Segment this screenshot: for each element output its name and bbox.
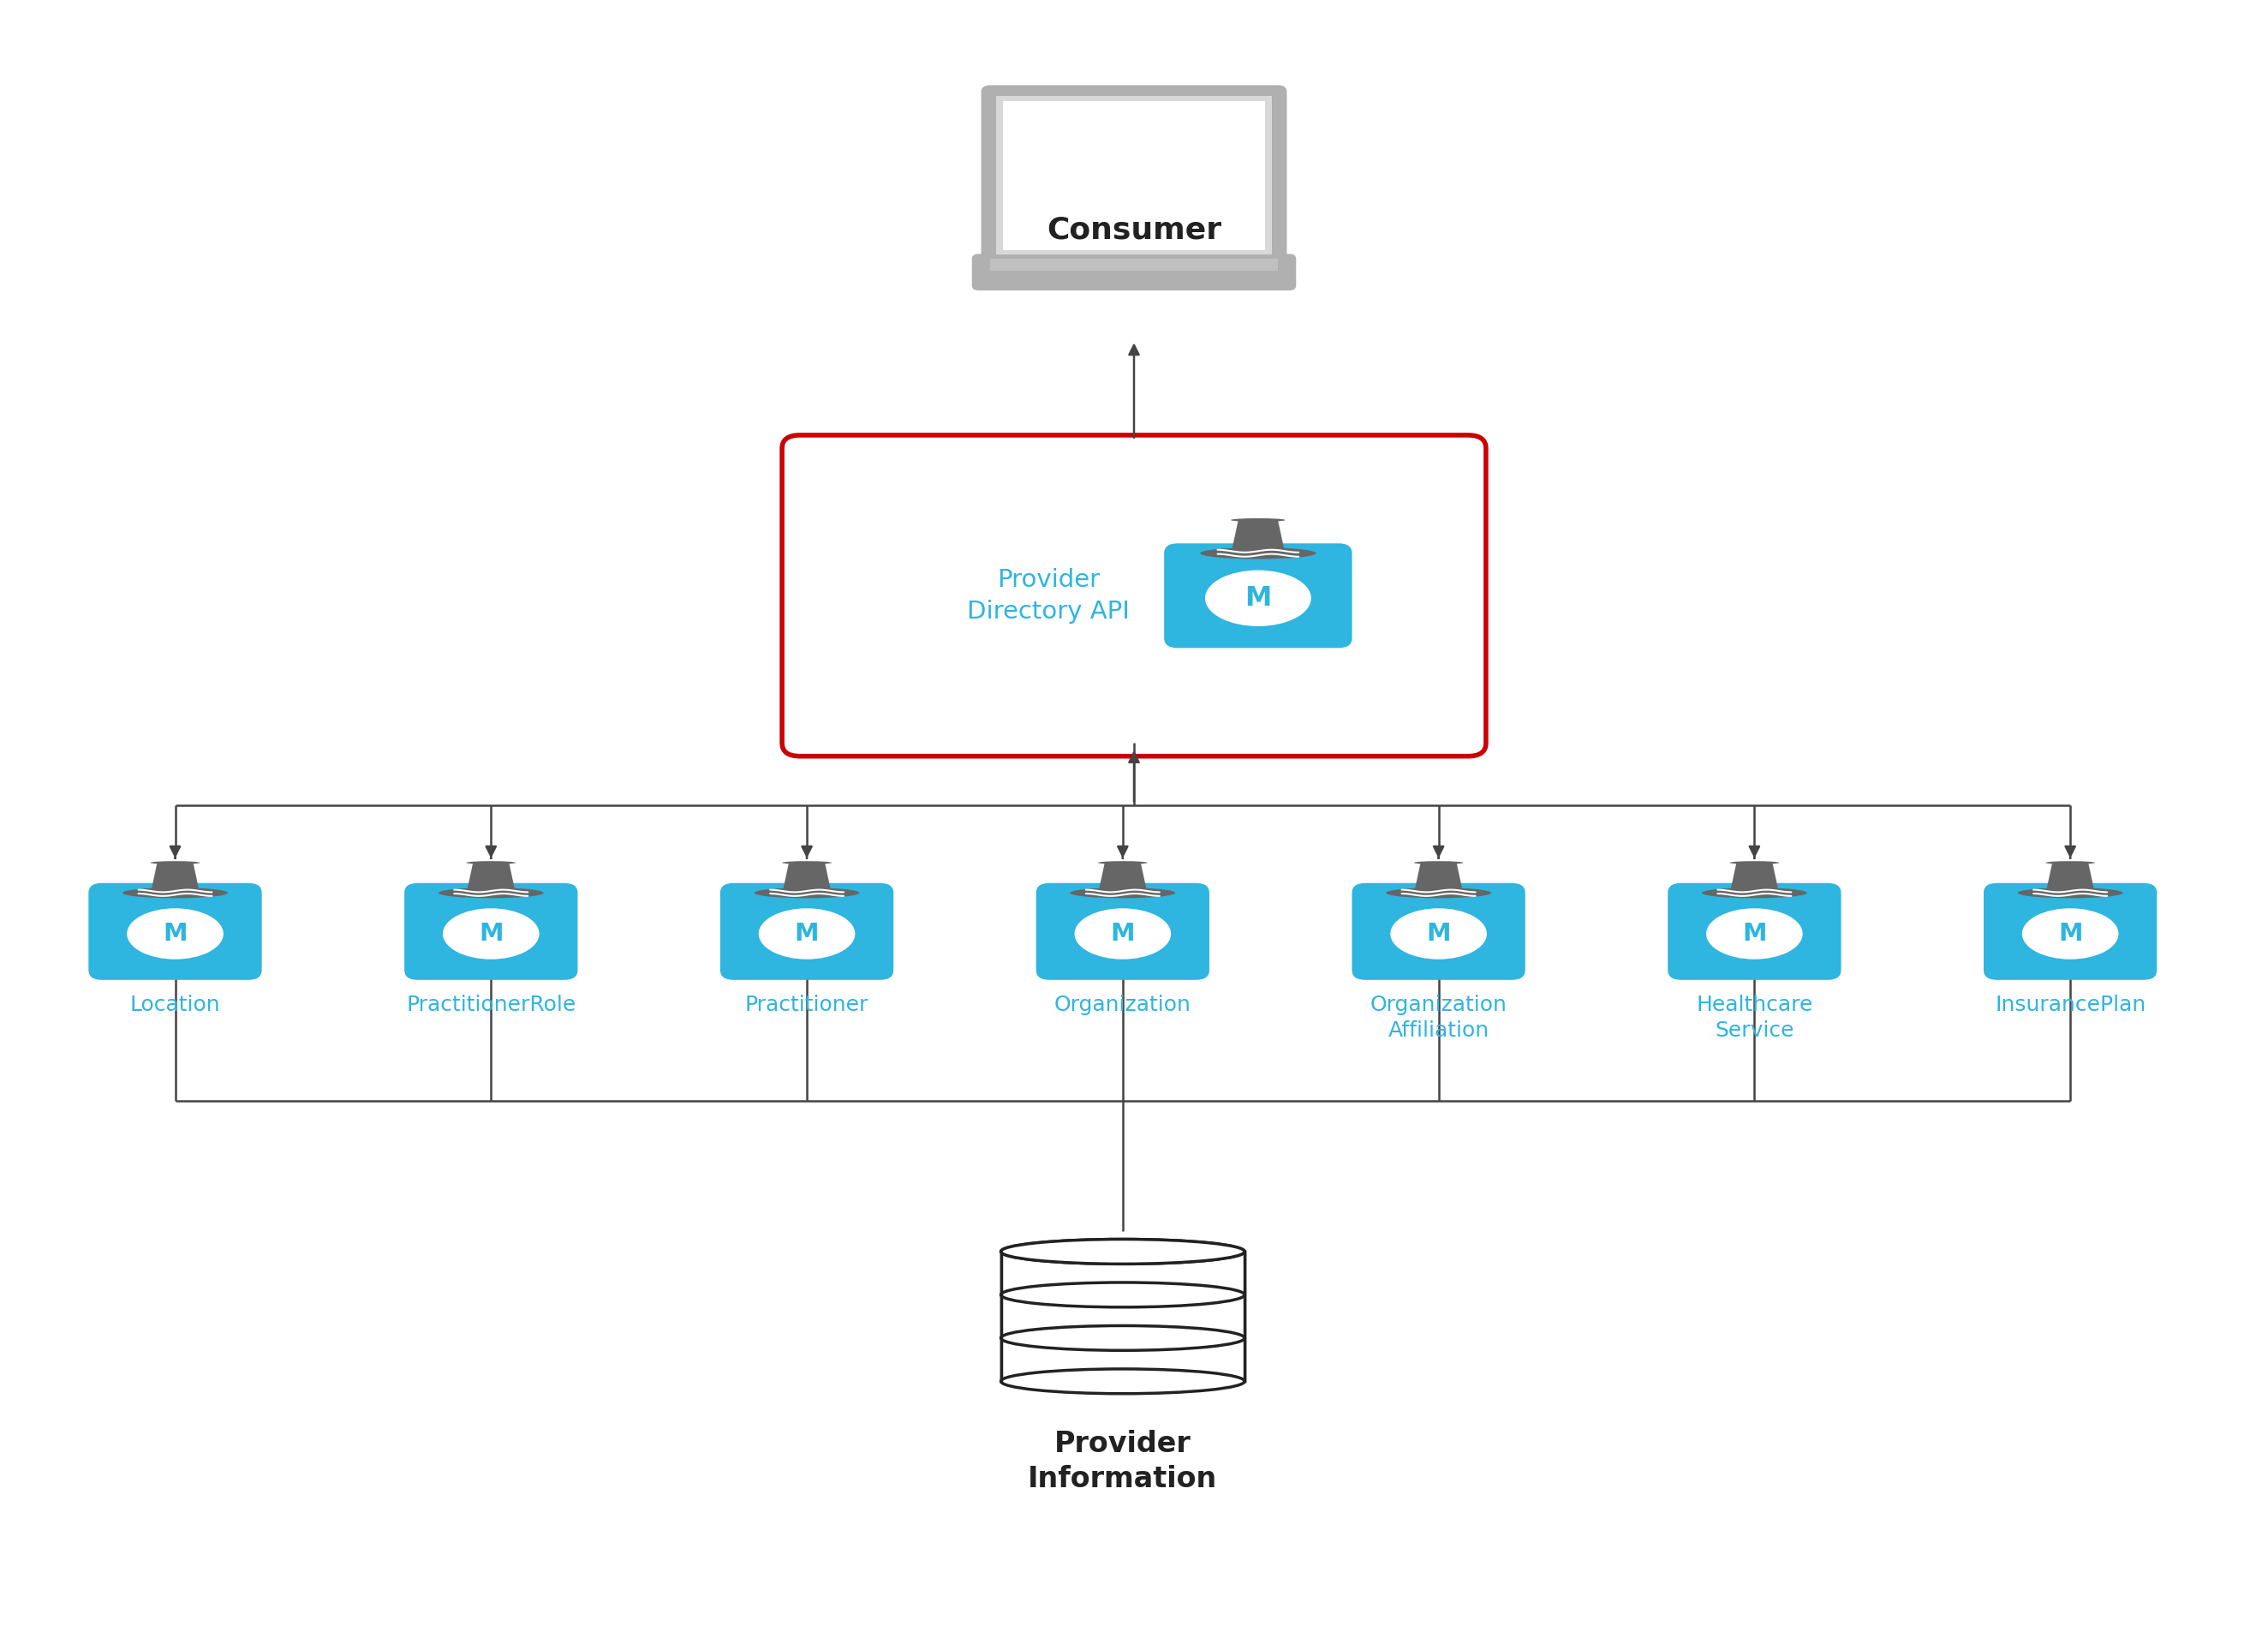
Text: Organization
Affiliation: Organization Affiliation (1370, 995, 1506, 1041)
Ellipse shape (1204, 571, 1311, 627)
FancyBboxPatch shape (991, 259, 1277, 271)
Ellipse shape (1070, 888, 1175, 898)
Ellipse shape (1000, 1370, 1245, 1394)
Ellipse shape (2023, 908, 2118, 959)
Ellipse shape (122, 888, 227, 898)
Text: Consumer: Consumer (1046, 216, 1222, 244)
Text: Location: Location (129, 995, 220, 1015)
Ellipse shape (1413, 861, 1463, 865)
Text: M: M (1111, 922, 1134, 945)
Ellipse shape (1232, 518, 1286, 521)
Text: M: M (479, 922, 503, 945)
Ellipse shape (1000, 1239, 1245, 1264)
Ellipse shape (1098, 861, 1148, 865)
FancyBboxPatch shape (1163, 543, 1352, 648)
Text: Provider
Directory API: Provider Directory API (966, 568, 1129, 624)
Text: Healthcare
Service: Healthcare Service (1696, 995, 1812, 1041)
Ellipse shape (467, 861, 515, 865)
Ellipse shape (1730, 861, 1778, 865)
Text: Organization: Organization (1055, 995, 1191, 1015)
Ellipse shape (1386, 888, 1490, 898)
Ellipse shape (1706, 908, 1803, 959)
Text: M: M (1427, 922, 1452, 945)
Text: PractitionerRole: PractitionerRole (406, 995, 576, 1015)
FancyBboxPatch shape (88, 883, 261, 980)
Polygon shape (1000, 1252, 1245, 1381)
Ellipse shape (1075, 908, 1170, 959)
Text: M: M (2057, 922, 2082, 945)
Text: InsurancePlan: InsurancePlan (1996, 995, 2146, 1015)
Ellipse shape (758, 908, 855, 959)
FancyBboxPatch shape (1984, 883, 2157, 980)
Ellipse shape (1701, 888, 1808, 898)
Text: M: M (1742, 922, 1767, 945)
Ellipse shape (755, 888, 860, 898)
FancyBboxPatch shape (1002, 101, 1266, 249)
Ellipse shape (438, 888, 544, 898)
Text: M: M (1245, 586, 1272, 612)
Polygon shape (467, 863, 515, 889)
Ellipse shape (2019, 888, 2123, 898)
Ellipse shape (442, 908, 540, 959)
FancyBboxPatch shape (982, 86, 1286, 266)
FancyBboxPatch shape (721, 883, 894, 980)
FancyBboxPatch shape (1036, 883, 1209, 980)
Text: M: M (794, 922, 819, 945)
Text: Practitioner: Practitioner (744, 995, 869, 1015)
FancyBboxPatch shape (1667, 883, 1842, 980)
Polygon shape (2046, 863, 2093, 889)
Polygon shape (152, 863, 200, 889)
Ellipse shape (127, 908, 225, 959)
Ellipse shape (1000, 1239, 1245, 1264)
FancyBboxPatch shape (996, 96, 1272, 254)
Ellipse shape (150, 861, 200, 865)
Text: Provider
Information: Provider Information (1027, 1429, 1218, 1493)
Polygon shape (1415, 863, 1463, 889)
Ellipse shape (1200, 548, 1315, 559)
Polygon shape (1730, 863, 1778, 889)
FancyBboxPatch shape (782, 436, 1486, 756)
Ellipse shape (782, 861, 832, 865)
Text: M: M (163, 922, 188, 945)
FancyBboxPatch shape (973, 254, 1295, 290)
Polygon shape (782, 863, 830, 889)
Polygon shape (1232, 520, 1284, 549)
Ellipse shape (1390, 908, 1488, 959)
FancyBboxPatch shape (404, 883, 578, 980)
Polygon shape (1100, 863, 1145, 889)
FancyBboxPatch shape (1352, 883, 1524, 980)
Ellipse shape (2046, 861, 2096, 865)
